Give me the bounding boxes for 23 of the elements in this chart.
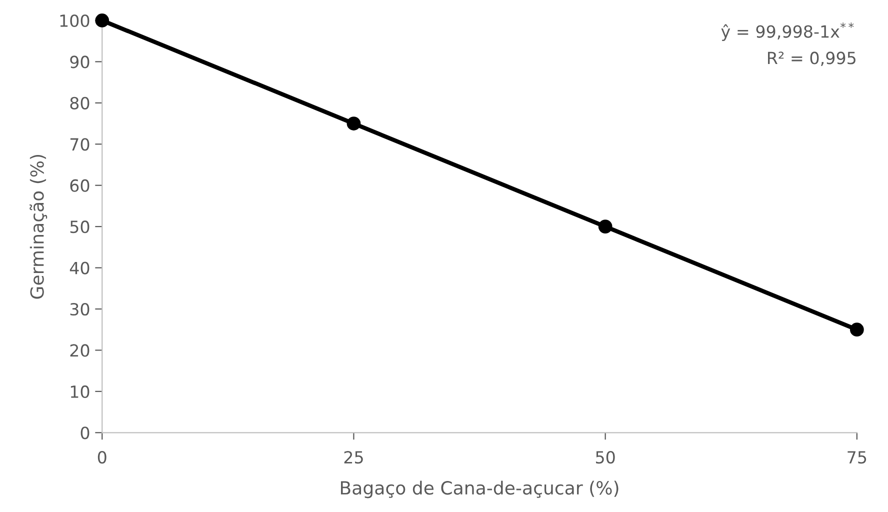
y-tick-label: 50 — [70, 220, 90, 234]
y-tick-label: 100 — [60, 14, 90, 28]
y-tick-label: 40 — [70, 262, 90, 274]
y-tick-label: 10 — [70, 385, 90, 398]
y-tick-label: 0 — [80, 426, 90, 440]
x-tick-label: 75 — [848, 451, 866, 464]
x-tick-label: 50 — [596, 450, 615, 464]
x-tick-label: 0 — [98, 450, 106, 464]
point — [346, 116, 361, 130]
annotation: ŷ = 99,998-1x$^{**}$ — [721, 22, 854, 42]
y-axis-title: Germinação (%) — [30, 154, 48, 299]
y-tick-label: 70 — [70, 138, 90, 151]
y-tick-label: 20 — [70, 344, 90, 357]
x-tick-label: 25 — [344, 450, 363, 464]
x-axis-title: Bagaço de Cana-de-açucar (%) — [340, 480, 618, 498]
point — [850, 322, 864, 337]
y-tick-label: 80 — [70, 96, 90, 110]
y-tick-label: 90 — [70, 56, 90, 68]
y-tick-label: 30 — [70, 302, 90, 316]
point — [95, 14, 110, 28]
y-tick-label: 60 — [70, 179, 90, 192]
point — [598, 220, 612, 234]
annotation: R² = 0,995 — [768, 52, 856, 66]
